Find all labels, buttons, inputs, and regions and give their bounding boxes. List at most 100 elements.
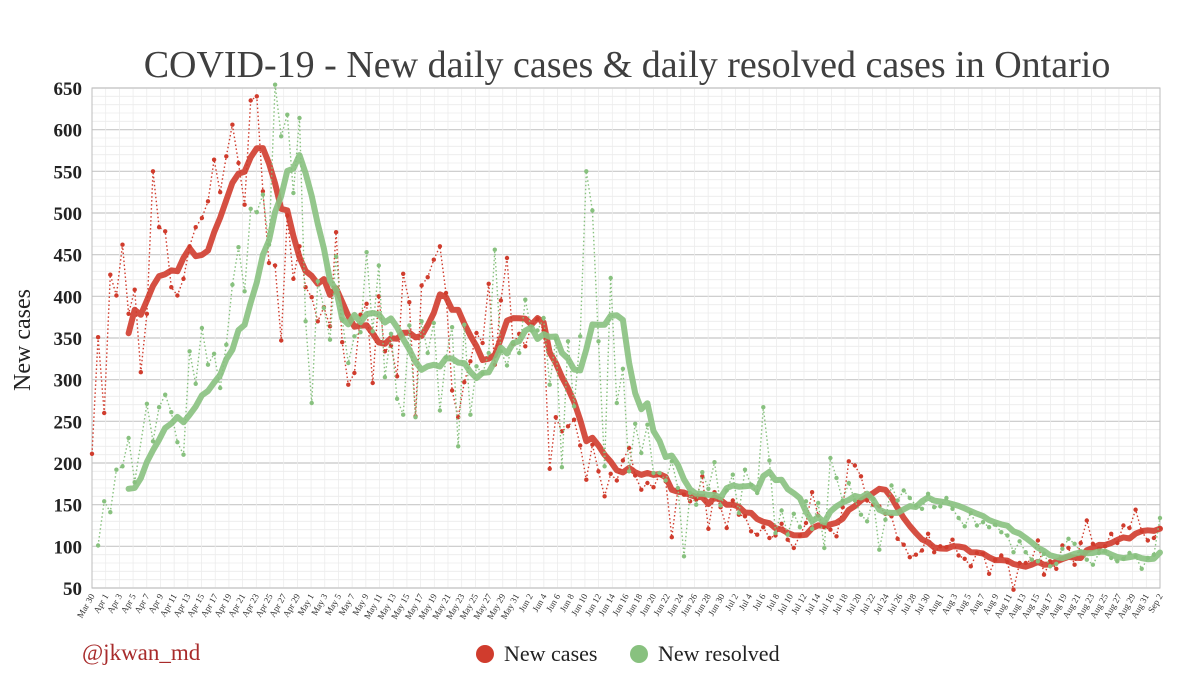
daily-point bbox=[620, 458, 626, 463]
daily-point bbox=[1133, 507, 1138, 512]
legend: New cases New resolved bbox=[476, 641, 780, 666]
daily-point bbox=[614, 400, 619, 406]
daily-point bbox=[156, 225, 162, 230]
y-tick-label: 550 bbox=[54, 162, 83, 183]
daily-point bbox=[523, 297, 528, 302]
daily-point bbox=[895, 498, 900, 503]
daily-point bbox=[571, 417, 577, 422]
daily-point bbox=[474, 330, 479, 336]
daily-point bbox=[126, 435, 131, 441]
series-new-cases bbox=[89, 94, 1163, 592]
x-tick-label: Jul 2 bbox=[723, 592, 740, 612]
daily-point bbox=[681, 554, 687, 559]
daily-point bbox=[999, 530, 1004, 535]
daily-point bbox=[907, 495, 912, 501]
daily-point bbox=[584, 169, 589, 174]
daily-point bbox=[163, 392, 168, 397]
daily-point bbox=[120, 242, 125, 247]
daily-point bbox=[547, 466, 552, 471]
daily-point bbox=[980, 520, 986, 525]
daily-point bbox=[1023, 550, 1028, 555]
daily-point bbox=[95, 543, 101, 548]
daily-point bbox=[205, 362, 211, 367]
daily-point bbox=[272, 263, 278, 268]
daily-point bbox=[1041, 572, 1047, 577]
daily-point bbox=[663, 478, 668, 483]
daily-point bbox=[578, 334, 583, 339]
y-axis-label: New cases bbox=[10, 289, 36, 391]
daily-point bbox=[108, 510, 113, 515]
daily-point bbox=[1066, 545, 1071, 551]
daily-point bbox=[236, 160, 241, 166]
daily-point bbox=[657, 470, 662, 476]
daily-point bbox=[352, 370, 357, 376]
daily-point bbox=[523, 344, 528, 349]
daily-point bbox=[364, 301, 369, 306]
daily-point bbox=[584, 477, 589, 482]
daily-point bbox=[639, 450, 644, 456]
daily-point bbox=[462, 322, 467, 327]
daily-point bbox=[626, 469, 632, 474]
daily-point bbox=[1011, 550, 1016, 555]
daily-point bbox=[614, 478, 619, 483]
daily-point bbox=[608, 275, 613, 281]
daily-point bbox=[309, 400, 314, 406]
daily-point bbox=[919, 506, 925, 511]
daily-point bbox=[218, 190, 223, 195]
daily-point bbox=[315, 319, 320, 324]
daily-point bbox=[1139, 566, 1144, 571]
daily-point bbox=[718, 503, 723, 508]
daily-point bbox=[169, 410, 174, 415]
daily-point bbox=[407, 323, 412, 328]
daily-point bbox=[327, 324, 333, 329]
daily-point bbox=[724, 525, 729, 531]
daily-point bbox=[285, 112, 290, 117]
daily-point bbox=[480, 340, 485, 346]
daily-point bbox=[1084, 518, 1090, 523]
daily-point bbox=[1127, 525, 1132, 531]
daily-point bbox=[1054, 561, 1059, 566]
daily-point bbox=[419, 319, 424, 324]
daily-point bbox=[114, 467, 119, 472]
daily-point bbox=[730, 472, 735, 477]
daily-point bbox=[150, 169, 156, 174]
daily-point bbox=[541, 315, 546, 321]
daily-point bbox=[877, 547, 882, 552]
daily-point bbox=[1157, 515, 1163, 521]
daily-point bbox=[834, 475, 839, 481]
daily-point bbox=[547, 382, 552, 387]
daily-point bbox=[297, 115, 302, 121]
daily-point bbox=[230, 122, 235, 127]
daily-point bbox=[565, 424, 571, 429]
daily-point bbox=[401, 412, 406, 417]
daily-point bbox=[651, 485, 656, 490]
daily-point bbox=[791, 545, 796, 551]
daily-point bbox=[132, 287, 137, 292]
daily-point bbox=[1109, 531, 1114, 536]
daily-point bbox=[102, 499, 107, 504]
daily-point bbox=[394, 374, 400, 379]
daily-point bbox=[175, 293, 180, 298]
legend-new-cases-label: New cases bbox=[504, 641, 597, 666]
daily-point bbox=[608, 471, 613, 476]
daily-point bbox=[1145, 538, 1151, 543]
daily-point bbox=[309, 295, 314, 300]
daily-point bbox=[449, 325, 455, 330]
daily-point bbox=[596, 339, 601, 344]
legend-new-cases-marker bbox=[476, 645, 494, 663]
plot-frame bbox=[91, 87, 1161, 589]
daily-point bbox=[156, 405, 162, 410]
daily-point bbox=[1090, 562, 1096, 567]
daily-point bbox=[925, 531, 931, 536]
daily-point bbox=[474, 364, 479, 369]
daily-point bbox=[834, 534, 839, 539]
daily-point bbox=[517, 350, 522, 356]
daily-point bbox=[858, 474, 864, 479]
daily-point bbox=[651, 470, 656, 476]
daily-point bbox=[1017, 539, 1022, 544]
daily-point bbox=[181, 276, 186, 281]
daily-point bbox=[950, 506, 955, 511]
daily-point bbox=[504, 363, 510, 368]
daily-point bbox=[809, 490, 815, 495]
moving-average-line bbox=[125, 145, 1163, 570]
